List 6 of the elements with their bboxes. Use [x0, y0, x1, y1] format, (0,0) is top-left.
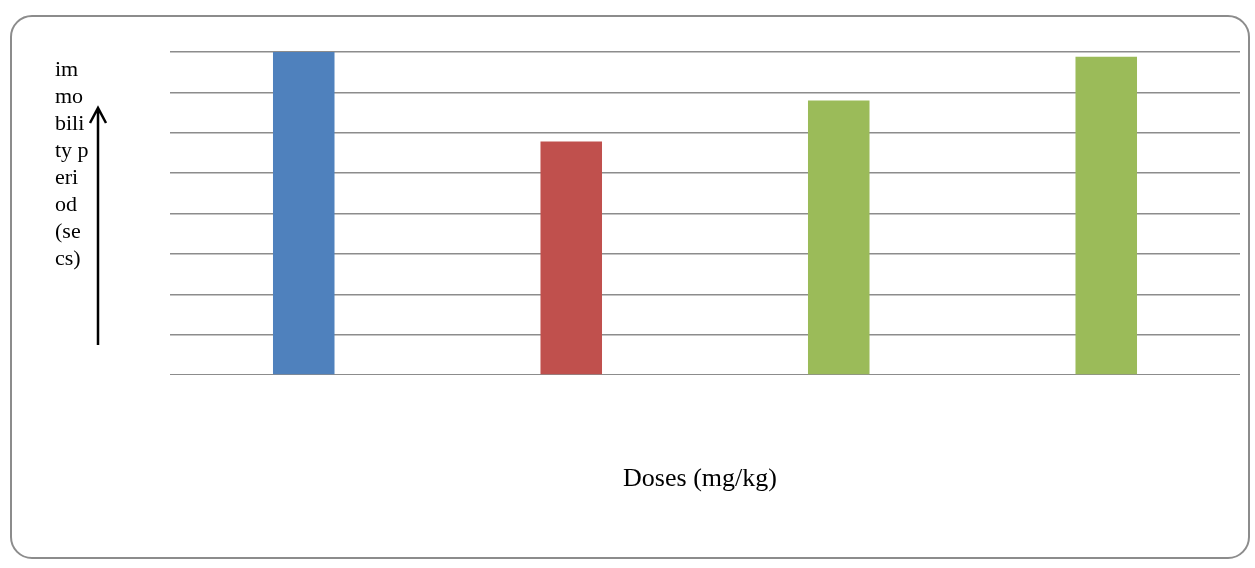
x-axis-title: Doses (mg/kg) [622, 463, 778, 493]
bar [540, 141, 603, 375]
y-axis-title: immobility period (secs) [55, 55, 89, 271]
bar [272, 52, 335, 375]
bar [1075, 56, 1138, 375]
bar [807, 100, 870, 375]
